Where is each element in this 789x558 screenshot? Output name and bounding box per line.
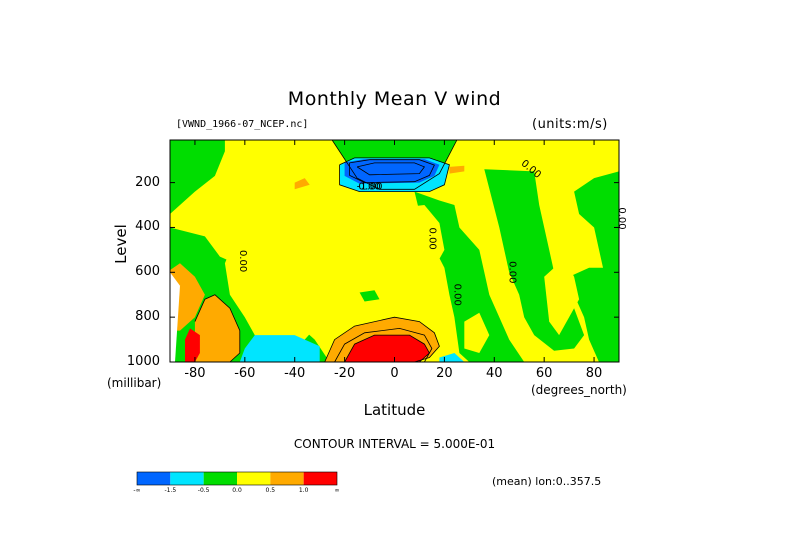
colorbar-tick-label: -0.5 bbox=[197, 487, 210, 494]
region-yellow-1 bbox=[357, 205, 445, 282]
colorbar-swatch bbox=[270, 472, 304, 485]
contour-label: -1.00 bbox=[357, 181, 383, 192]
region-green-small bbox=[359, 290, 380, 302]
contour-label: 0.00 bbox=[451, 284, 462, 306]
contour-label: 0.00 bbox=[237, 250, 248, 272]
contour-label: 0.00 bbox=[358, 181, 380, 192]
x-tick-label: 20 bbox=[436, 366, 453, 381]
region-yellow-3 bbox=[464, 312, 490, 353]
region-red-south bbox=[185, 328, 200, 362]
region-red-tropics bbox=[344, 335, 430, 362]
x-tick-label: -60 bbox=[234, 366, 256, 381]
colorbar-tick-label: 0.5 bbox=[265, 487, 276, 494]
x-tick-label: 60 bbox=[535, 366, 553, 381]
units-label: (units:m/s) bbox=[532, 117, 608, 132]
region-yellow-0 bbox=[224, 227, 325, 349]
contour-line-6 bbox=[194, 294, 241, 363]
region-yellow-2 bbox=[544, 258, 580, 336]
contour-line-4 bbox=[334, 327, 433, 363]
colorbar-tick-label: -1.5 bbox=[164, 487, 177, 494]
contour-interval-label: CONTOUR INTERVAL = 5.000E-01 bbox=[293, 437, 496, 451]
x-tick-label: -80 bbox=[184, 366, 206, 381]
contour-line-1 bbox=[349, 159, 435, 184]
y-tick-label: 400 bbox=[135, 219, 160, 235]
x-tick-label: -20 bbox=[333, 366, 356, 381]
contour-label: 0.00 bbox=[506, 261, 517, 283]
contour-label: 0.00 bbox=[616, 207, 627, 229]
colorbar-swatch bbox=[203, 472, 237, 485]
contour-label: 0.00 bbox=[426, 228, 437, 250]
colorbar-frame bbox=[136, 471, 338, 486]
colorbar-tick-label: ∞ bbox=[334, 487, 340, 494]
region-orange-0 bbox=[194, 294, 240, 362]
mean-lon-label: (mean) lon:0..357.5 bbox=[492, 475, 602, 488]
x-axis-label: Latitude bbox=[363, 401, 426, 419]
colorbar-tick-label: 0.0 bbox=[232, 487, 242, 494]
chart-title: Monthly Mean V wind bbox=[287, 88, 502, 110]
y-tick-label: 200 bbox=[135, 174, 160, 190]
region-orange-3 bbox=[449, 165, 465, 174]
x-tick-label: 80 bbox=[585, 366, 603, 381]
contour-line-2 bbox=[356, 162, 426, 176]
x-tick-label: 40 bbox=[485, 366, 503, 381]
region-green-0 bbox=[170, 140, 225, 214]
colorbar-tick-label: 1.0 bbox=[298, 487, 309, 494]
contour-line-3 bbox=[324, 316, 440, 363]
colorbar-swatch bbox=[170, 472, 204, 485]
colorbar-swatch bbox=[237, 472, 271, 485]
dataset-label: [VWND_1966-07_NCEP.nc] bbox=[176, 119, 309, 130]
region-green-3 bbox=[414, 191, 525, 362]
x-tick-label: 0 bbox=[390, 366, 399, 381]
region-orange-2 bbox=[294, 178, 310, 190]
colorbar-swatch bbox=[137, 472, 171, 485]
y-tick-label: 600 bbox=[135, 264, 160, 280]
x-unit-label: (degrees_north) bbox=[531, 383, 627, 397]
region-cyan-small bbox=[439, 353, 465, 362]
y-unit-label: (millibar) bbox=[107, 376, 162, 390]
y-tick-label: 1000 bbox=[126, 354, 160, 369]
region-orange-4 bbox=[170, 263, 205, 331]
contour-line-5 bbox=[344, 334, 430, 363]
contour-line-0 bbox=[339, 157, 450, 193]
region-green-5 bbox=[569, 263, 619, 362]
region-blue-upper bbox=[344, 159, 440, 184]
y-tick-label: 800 bbox=[135, 309, 160, 325]
colorbar-swatch bbox=[303, 472, 337, 485]
colorbar-tick-label: -∞ bbox=[133, 487, 141, 494]
x-tick-label: -40 bbox=[284, 366, 306, 381]
region-cyan-lower bbox=[239, 335, 320, 362]
